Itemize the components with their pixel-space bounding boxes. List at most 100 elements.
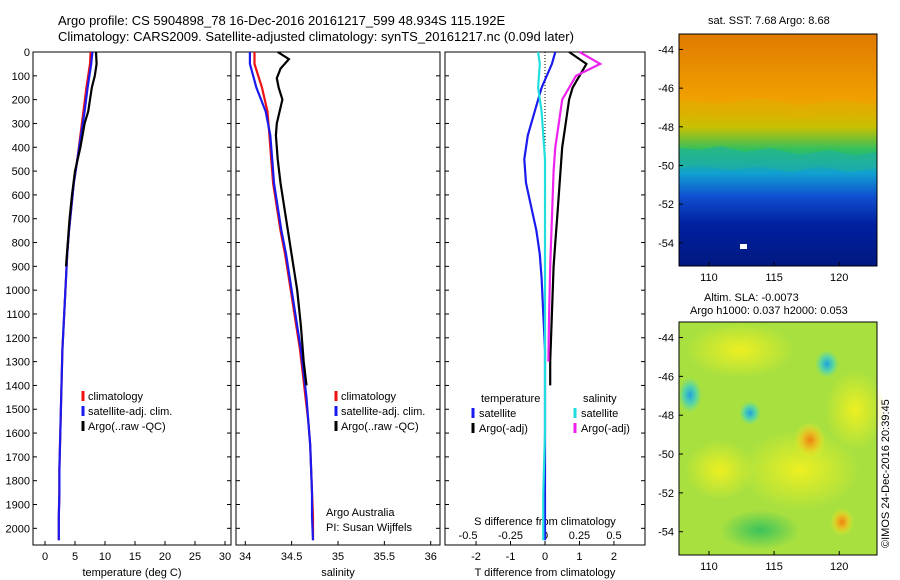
salinity-panel: 34 34.5 35 35.5 36 salinity climatology satelli… [235,51,441,579]
y-tick-label: 1200 [6,333,30,345]
map-x-tick-label: 120 [830,561,848,573]
map-y-tick-label: -52 [658,488,674,500]
map-y-tick-label: -52 [658,199,674,211]
map-x-tick-label: 110 [700,272,718,284]
sla-high-blob [685,322,795,378]
x-tick-label: 34 [239,551,251,563]
y-tick-label: 100 [12,71,30,83]
x-tick-label: 30 [219,551,231,563]
series-argo-line [549,51,588,386]
map-y-tick-label: -46 [658,83,674,95]
x-tick-label: 10 [99,551,111,563]
map-y-tick-label: -46 [658,371,674,383]
series-satellite-line [523,51,557,541]
top-tick-label: 0.25 [569,530,590,542]
y-tick-label: 300 [12,118,30,130]
sst-front-band [679,146,877,172]
legend-label: Argo(..raw -QC) [88,421,166,433]
figure-title-line2: Climatology: CARS2009. Satellite-adjuste… [58,29,574,44]
x-tick-label: 5 [72,551,78,563]
y-tick-label: 2000 [6,523,30,535]
legend-label: satellite [479,408,516,420]
x-tick-label: -1 [506,551,516,563]
series-satellite-line [248,52,315,541]
annotation-line1: Argo Australia [326,507,395,519]
series-satellite-line [57,51,94,541]
sla-mid-blob [720,510,800,550]
y-tick-label: 1700 [6,452,30,464]
y-tick-label: 1300 [6,357,30,369]
annotation-line2: PI: Susan Wijffels [326,522,412,534]
x-tick-label: -2 [471,551,481,563]
legend-heading: salinity [583,393,617,405]
map-x-tick-label: 110 [700,561,718,573]
y-tick-label: 1500 [6,404,30,416]
sla-high-blob [740,430,860,510]
map-y-tick-label: -50 [658,160,674,172]
sla-high-blob [825,370,885,450]
sla-high-blob [685,440,755,500]
x-tick-label: 35 [332,551,344,563]
y-tick-label: 1600 [6,428,30,440]
x-tick-label: 2 [611,551,617,563]
series-sal_argo-line [547,51,603,362]
temperature-panel: 0 5 10 15 20 25 30 temperature (deg C) 0 100 200 30… [6,47,232,579]
map-y-tick-label: -44 [658,44,674,56]
sla-map-frame [678,321,878,556]
legend-label: climatology [88,391,144,403]
legend-label: climatology [341,391,397,403]
top-tick-label: -0.5 [459,530,478,542]
map-x-tick-label: 115 [765,561,783,573]
sst-map: 110 115 120 -44 -46 -48 -50 -52 -54 [658,33,878,284]
map-y-tick-label: -48 [658,122,674,134]
x-axis-label: temperature (deg C) [82,567,181,579]
map-y-tick-label: -48 [658,410,674,422]
y-tick-label: 1000 [6,285,30,297]
y-tick-label: 1800 [6,476,30,488]
y-tick-label: 400 [12,142,30,154]
sst-map-title: sat. SST: 7.68 Argo: 8.68 [708,15,830,27]
sla-low-blob [739,401,761,425]
top-tick-label: -0.25 [498,530,523,542]
y-tick-label: 800 [12,238,30,250]
legend-label: Argo(..raw -QC) [341,421,419,433]
series-argo-line [64,51,98,267]
sla-map-axes: 110 115 120 -44 -46 -48 -50 -52 -54 [658,333,848,573]
x-tick-label: 1 [576,551,582,563]
y-tick-label: 0 [24,47,30,59]
map-y-tick-label: -54 [658,527,674,539]
legend-label: satellite [581,408,618,420]
series-climatology-line [253,52,315,541]
legend-label: Argo(-adj) [581,423,630,435]
sla-map: 110 115 120 -44 -46 -48 -50 -52 -54 [658,321,885,573]
x-tick-label: 0 [542,551,548,563]
map-y-tick-label: -44 [658,333,674,345]
y-tick-label: 900 [12,261,30,273]
y-tick-label: 1400 [6,380,30,392]
legend-label: Argo(-adj) [479,423,528,435]
y-tick-label: 200 [12,95,30,107]
x-tick-label: 20 [159,551,171,563]
sla-peak-blob [830,508,854,536]
sst-map-frame [678,33,878,267]
x-tick-label: 0 [42,551,48,563]
y-tick-label: 1100 [6,309,30,321]
sst-map-axes: 110 115 120 -44 -46 -48 -50 -52 -54 [658,44,848,284]
x-tick-label: 35.5 [374,551,395,563]
x-tick-label: 36 [425,551,437,563]
figure-title-line1: Argo profile: CS 5904898_78 16-Dec-2016 … [58,13,506,28]
x-axis-label: salinity [321,567,355,579]
sla-peak-blob [794,422,826,458]
sla-map-title-line1: Altim. SLA: -0.0073 [704,292,799,304]
map-x-tick-label: 115 [765,272,783,284]
map-y-tick-label: -54 [658,238,674,250]
sst-land-mask [740,244,747,249]
y-tick-label: 500 [12,166,30,178]
y-tick-label: 600 [12,190,30,202]
sla-low-blob [815,350,839,378]
series-climatology-line [57,51,92,541]
sla-map-title-line2: Argo h1000: 0.037 h2000: 0.053 [690,305,848,317]
x-axis-label: T difference from climatology [475,567,616,579]
legend-heading: temperature [481,393,540,405]
